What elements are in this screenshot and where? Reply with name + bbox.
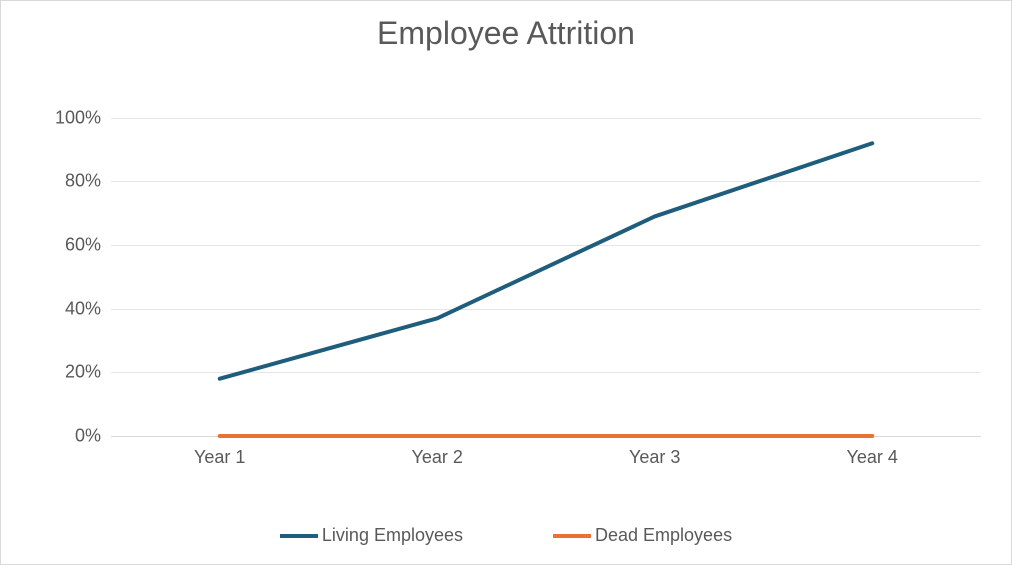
- chart-title: Employee Attrition: [1, 15, 1011, 52]
- y-tick-label: 100%: [55, 107, 101, 128]
- legend: Living Employees Dead Employees: [1, 525, 1011, 546]
- legend-label: Living Employees: [322, 525, 463, 546]
- plot-area: [111, 86, 981, 436]
- series-line: [220, 143, 873, 378]
- x-tick-label: Year 4: [847, 447, 898, 468]
- y-tick-label: 0%: [75, 426, 101, 447]
- chart-container: Employee Attrition 0% 20% 40% 60% 80% 100% Ye…: [0, 0, 1012, 565]
- y-tick-label: 60%: [65, 235, 101, 256]
- x-tick-label: Year 2: [412, 447, 463, 468]
- legend-item: Living Employees: [280, 525, 463, 546]
- y-tick-label: 80%: [65, 171, 101, 192]
- legend-label: Dead Employees: [595, 525, 732, 546]
- y-tick-label: 40%: [65, 298, 101, 319]
- x-tick-label: Year 3: [629, 447, 680, 468]
- y-axis-labels: 0%20%40%60%80%100%: [1, 86, 101, 436]
- x-axis-labels: Year 1 Year 2 Year 3 Year 4: [111, 441, 981, 471]
- legend-item: Dead Employees: [553, 525, 732, 546]
- y-tick-label: 20%: [65, 362, 101, 383]
- legend-swatch: [280, 534, 318, 538]
- legend-swatch: [553, 534, 591, 538]
- x-tick-label: Year 1: [194, 447, 245, 468]
- chart-lines: [111, 86, 981, 436]
